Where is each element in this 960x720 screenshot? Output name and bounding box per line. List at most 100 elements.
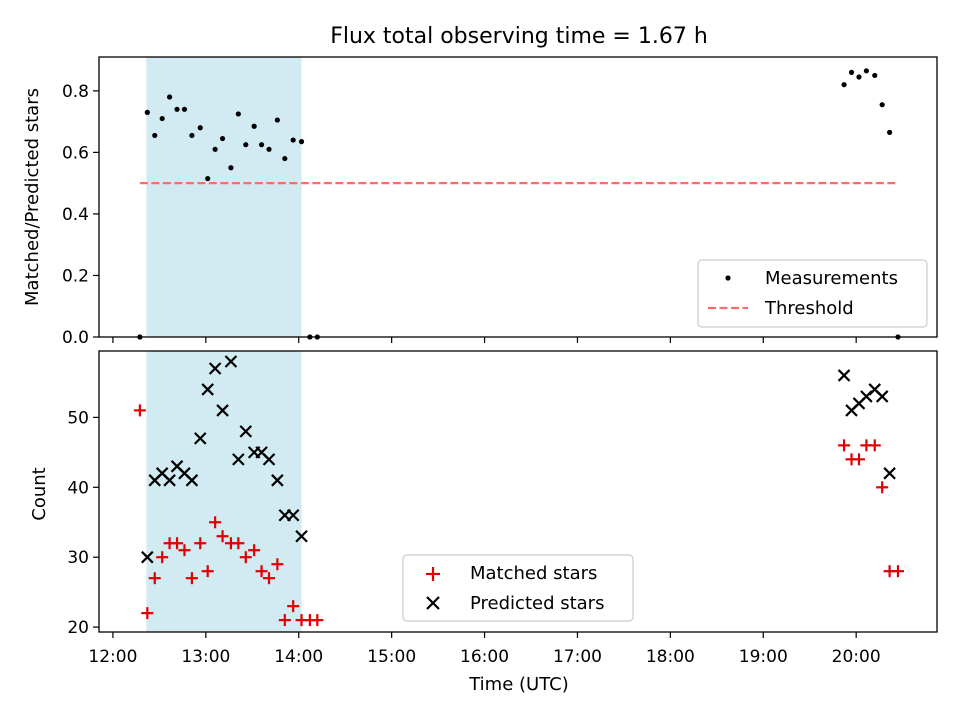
measurement-point <box>848 69 855 75</box>
matched-star-point <box>216 530 229 543</box>
matched-star-point <box>311 614 324 627</box>
x-tick-label: 16:00 <box>460 647 509 667</box>
x-tick-label: 14:00 <box>274 647 323 667</box>
top-panel: 0.00.20.40.60.8 Matched/Predicted stars … <box>22 56 938 348</box>
observing-interval-shade-bottom <box>146 351 302 632</box>
x-tick-label: 13:00 <box>181 647 230 667</box>
matched-star-point <box>209 516 222 529</box>
measurement-point <box>879 102 885 108</box>
matched-star-point <box>232 537 245 550</box>
predicted-star-point <box>262 453 276 466</box>
predicted-star-point <box>875 390 889 403</box>
measurement-point <box>205 175 211 182</box>
legend-measurements-label: Measurements <box>765 268 898 289</box>
top-legend: Measurements Threshold <box>697 259 928 328</box>
measurement-point <box>243 142 249 148</box>
measurement-point <box>167 94 173 100</box>
predicted-star-point <box>163 474 176 487</box>
matched-star-point <box>141 607 154 620</box>
predicted-star-point <box>141 550 154 564</box>
measurement-point <box>152 132 158 139</box>
measurement-point <box>282 155 288 162</box>
measurement-point <box>841 82 847 88</box>
matched-star-point <box>868 439 881 452</box>
predicted-star-point <box>232 453 245 466</box>
measurement-point <box>181 106 188 112</box>
legend-threshold-label: Threshold <box>764 298 854 319</box>
measurement-point <box>189 132 195 139</box>
top-y-tick-label: 0.8 <box>62 82 89 102</box>
predicted-star-point <box>208 362 222 375</box>
matched-star-point <box>178 544 191 557</box>
predicted-star-point <box>185 474 199 487</box>
x-axis-label: Time (UTC) <box>468 674 569 695</box>
matched-star-point <box>171 537 184 550</box>
top-y-tick-label: 0.6 <box>62 143 89 163</box>
predicted-star-point <box>216 404 229 417</box>
predicted-star-point <box>286 508 300 522</box>
predicted-star-point <box>295 529 308 543</box>
matched-star-point <box>148 572 161 585</box>
bottom-panel: 20 30 40 50 12:00 13:00 14:00 15:00 16:00 17:00 1… <box>29 350 938 695</box>
observing-interval-shade-top <box>146 57 302 337</box>
matched-star-point <box>852 453 865 466</box>
matched-star-point <box>278 614 291 627</box>
matched-star-point <box>838 439 851 452</box>
x-tick-label: 15:00 <box>367 647 416 667</box>
measurement-point <box>212 146 218 152</box>
predicted-star-point <box>193 432 207 445</box>
top-y-tick-label: 0.0 <box>62 328 89 348</box>
measurement-point <box>266 146 272 152</box>
x-tick-label: 17:00 <box>553 647 602 667</box>
legend-matched-label: Matched stars <box>470 563 597 584</box>
measurement-point <box>887 129 893 135</box>
bottom-axes-frame <box>98 350 938 633</box>
measurement-point <box>298 139 305 145</box>
matched-star-point <box>185 572 198 585</box>
matched-star-point <box>287 600 300 613</box>
predicted-star-point <box>883 467 896 480</box>
matched-star-point <box>201 565 214 578</box>
x-tick-label: 20:00 <box>832 647 881 667</box>
measurement-point <box>251 123 257 129</box>
predicted-star-point <box>239 425 253 438</box>
bottom-y-axis-label: Count <box>29 467 50 520</box>
bottom-y-tick-label: 30 <box>67 548 89 568</box>
measurement-point <box>219 135 226 142</box>
measurement-point <box>197 125 203 131</box>
legend-predicted-marker <box>426 596 440 610</box>
predicted-star-point <box>837 369 851 382</box>
matched-star-point <box>263 572 276 585</box>
top-y-axis-label: Matched/Predicted stars <box>22 88 43 306</box>
measurement-point <box>856 74 862 80</box>
measurement-point <box>274 117 280 123</box>
matched-star-point <box>194 537 207 550</box>
measurement-point <box>174 106 180 112</box>
legend-predicted-label: Predicted stars <box>470 593 604 614</box>
matched-star-point <box>133 404 146 417</box>
predicted-star-point <box>224 355 238 368</box>
legend-measurements-marker <box>725 275 731 281</box>
measurement-point <box>258 142 265 148</box>
matched-star-point <box>891 565 904 578</box>
matched-star-point <box>255 565 268 578</box>
x-tick-label: 18:00 <box>646 647 695 667</box>
legend-matched-marker <box>426 567 440 581</box>
measurement-point <box>290 137 296 143</box>
bottom-y-tick-label: 50 <box>67 408 89 428</box>
bottom-y-tick-label: 20 <box>67 618 89 638</box>
measurement-point <box>235 111 241 117</box>
x-tick-label: 19:00 <box>739 647 788 667</box>
predicted-star-point <box>201 383 214 396</box>
x-tick-label: 12:00 <box>88 647 137 667</box>
matched-star-point <box>876 481 889 494</box>
measurement-point <box>228 165 234 171</box>
bottom-y-tick-label: 40 <box>67 478 89 498</box>
measurement-point <box>159 115 165 122</box>
matched-star-point <box>156 551 169 564</box>
measurement-point <box>872 72 878 79</box>
matched-star-point <box>271 558 284 571</box>
matched-star-point <box>239 551 252 564</box>
predicted-star-point <box>271 474 284 487</box>
